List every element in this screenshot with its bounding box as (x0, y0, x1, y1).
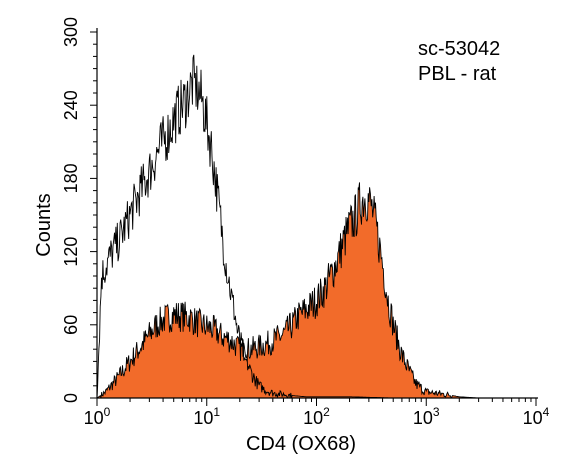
y-axis-title: Counts (33, 193, 55, 256)
x-tick-label: 100 (84, 405, 111, 428)
annotation-antibody: sc-53042 (418, 38, 500, 60)
filled-histogram-series (95, 182, 536, 399)
x-tick-label: 104 (523, 405, 550, 428)
x-axis-title: CD4 (OX68) (246, 433, 356, 455)
x-tick-label: 103 (413, 405, 440, 428)
y-tick-label: 300 (61, 17, 81, 47)
y-tick-label: 0 (61, 393, 81, 403)
x-tick-label: 102 (303, 405, 330, 428)
series-layer (95, 54, 536, 399)
tick-labels-layer: 0 60 120 180 240 300 100 101 102 103 104 (61, 17, 550, 428)
ticks-layer (90, 31, 537, 406)
axes-layer (96, 28, 538, 399)
y-tick-label: 120 (61, 237, 81, 267)
y-tick-label: 180 (61, 163, 81, 193)
y-tick-label: 240 (61, 90, 81, 120)
annotation-sample: PBL - rat (418, 63, 497, 85)
y-tick-label: 60 (61, 315, 81, 335)
x-tick-label: 101 (193, 405, 220, 428)
